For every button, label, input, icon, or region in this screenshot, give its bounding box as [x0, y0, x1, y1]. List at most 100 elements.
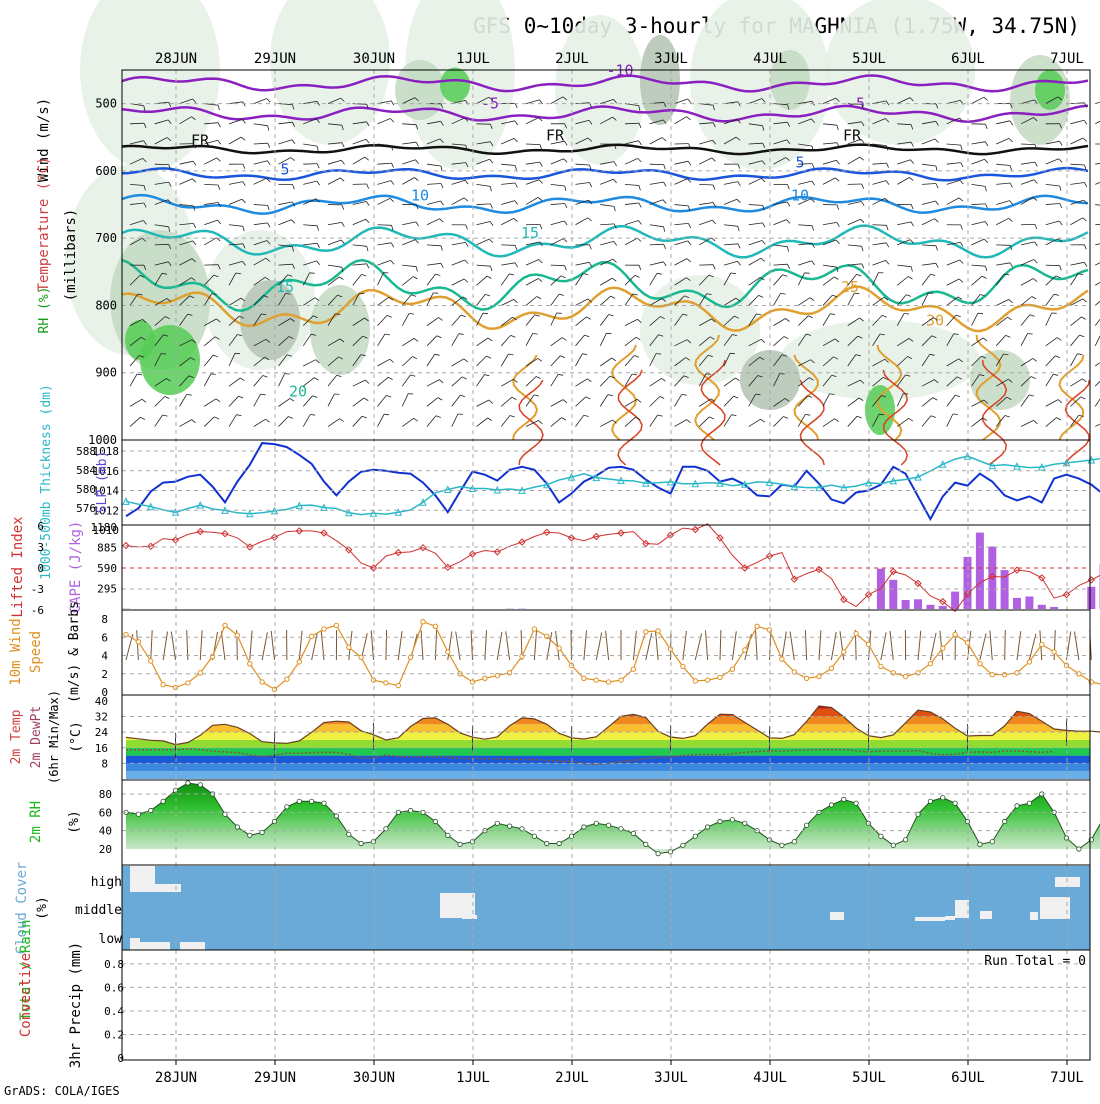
temp-axis-label-1: 2m Temp: [9, 709, 24, 764]
rh-shade-5: [825, 0, 975, 145]
wind-speed-marker: [582, 676, 586, 680]
precip-convective-label: Convective: [18, 953, 34, 1037]
rh-marker: [446, 833, 450, 837]
pressure-unit-label: (millibars): [63, 209, 79, 302]
cloud-unit-label: (%): [35, 896, 50, 919]
date-label-top: 30JUN: [353, 51, 395, 67]
wind-speed-marker: [260, 680, 264, 684]
rh-marker: [978, 842, 982, 846]
wind-speed-marker: [421, 620, 425, 624]
wind-speed-marker: [804, 676, 808, 680]
wind-barb: [1095, 179, 1100, 184]
rh-marker: [309, 799, 313, 803]
wind-speed-marker: [631, 667, 635, 671]
rh-marker: [631, 831, 635, 835]
tick-label: 800: [95, 299, 117, 313]
date-label-bottom: 4JUL: [753, 1070, 787, 1086]
temp-band: [122, 756, 1090, 764]
wind-axis-label-1: 10m Wind: [8, 618, 24, 685]
cloud-block: [915, 917, 945, 921]
cape-bar: [939, 606, 947, 609]
wind-speed-marker: [1027, 660, 1031, 664]
cloud-block: [462, 915, 477, 919]
date-label-bottom: 2JUL: [555, 1070, 589, 1086]
wind-speed-marker: [681, 664, 685, 668]
rh-marker: [792, 840, 796, 844]
wind-barb-feather: [483, 313, 488, 314]
wind-barb: [1095, 395, 1100, 407]
rh-marker: [507, 824, 511, 828]
wind-speed-marker: [1015, 671, 1019, 675]
wind-barb: [1095, 205, 1100, 207]
rh-marker: [235, 825, 239, 829]
wind-speed-marker: [309, 634, 313, 638]
rh-marker: [285, 805, 289, 809]
wind-speed-marker: [891, 671, 895, 675]
temp-axis-label-3: (6hr Min/Max): [47, 690, 61, 784]
cloud-background: [122, 866, 1090, 950]
precip-axis-label: 3hr Precip (mm): [68, 942, 84, 1068]
date-label-bottom: 7JUL: [1050, 1070, 1084, 1086]
cape-bar: [889, 580, 897, 609]
tick-label: -3: [31, 583, 44, 596]
wind-barb-10m: [398, 631, 402, 660]
wind-speed-marker: [545, 634, 549, 638]
tick-label: 32: [95, 711, 108, 724]
cape-bar: [914, 599, 922, 609]
wind-speed-marker: [396, 683, 400, 687]
wind-speed-marker: [606, 680, 610, 684]
rh-marker: [644, 842, 648, 846]
wind-speed-marker: [532, 627, 536, 631]
tick-label: 6: [101, 631, 108, 644]
cloud-block: [1040, 897, 1070, 919]
wind-barb: [1095, 420, 1100, 427]
slp-axis-label: SLP (mb): [95, 451, 110, 514]
wind-speed-marker: [124, 632, 128, 636]
tick-label: 40: [95, 695, 108, 708]
rh-marker: [879, 834, 883, 838]
wind-speed-marker: [186, 681, 190, 685]
tick-label: 0.2: [104, 1029, 124, 1042]
rh-marker: [347, 832, 351, 836]
wind-barb-10m: [720, 630, 721, 660]
cloud-level-label-middle: middle: [75, 903, 122, 918]
tick-label: 20: [99, 843, 112, 856]
wind-barb: [1095, 315, 1100, 326]
temp-band: [122, 732, 1090, 740]
rh-marker: [743, 821, 747, 825]
wind-speed-marker: [334, 623, 338, 627]
wind-barb: [1095, 99, 1100, 103]
temp-band: [122, 771, 1090, 779]
wind-speed-marker: [198, 671, 202, 675]
wind-speed-marker: [879, 664, 883, 668]
cloud-block: [130, 938, 140, 950]
wind-speed-marker: [656, 629, 660, 633]
wind-speed-marker: [916, 671, 920, 675]
tick-label: 4: [101, 650, 108, 663]
isotherm-label-3: FR: [191, 131, 210, 149]
tick-label: 60: [99, 806, 112, 819]
date-label-bottom: 6JUL: [951, 1070, 985, 1086]
wind-barb-10m: [534, 630, 536, 660]
wind-speed-marker: [210, 654, 214, 658]
tick-label: 16: [95, 742, 108, 755]
cape-tick-label: 885: [97, 542, 117, 555]
wind-speed-marker: [928, 662, 932, 666]
date-label-bottom: 29JUN: [254, 1070, 296, 1086]
wind-speed-marker: [755, 624, 759, 628]
date-label-bottom: 28JUN: [155, 1070, 197, 1086]
cape-bar: [1038, 605, 1046, 609]
wind-speed-marker: [446, 650, 450, 654]
temperature-axis-label: Temperature (°C): [36, 157, 52, 292]
cape-axis-label: CAPE (J/kg): [68, 521, 84, 614]
tick-label: 6: [37, 520, 44, 533]
wind-speed-marker: [780, 657, 784, 661]
wind-barb: [1095, 117, 1100, 124]
wind-axis-label-3: (m/s) & Barbs: [67, 601, 82, 703]
rh-marker: [854, 801, 858, 805]
rh-marker: [198, 783, 202, 787]
wind-barb-10m: [471, 630, 472, 660]
rh-marker: [433, 819, 437, 823]
isotherm-label-11: 15: [276, 278, 294, 296]
rh-marker: [545, 841, 549, 845]
